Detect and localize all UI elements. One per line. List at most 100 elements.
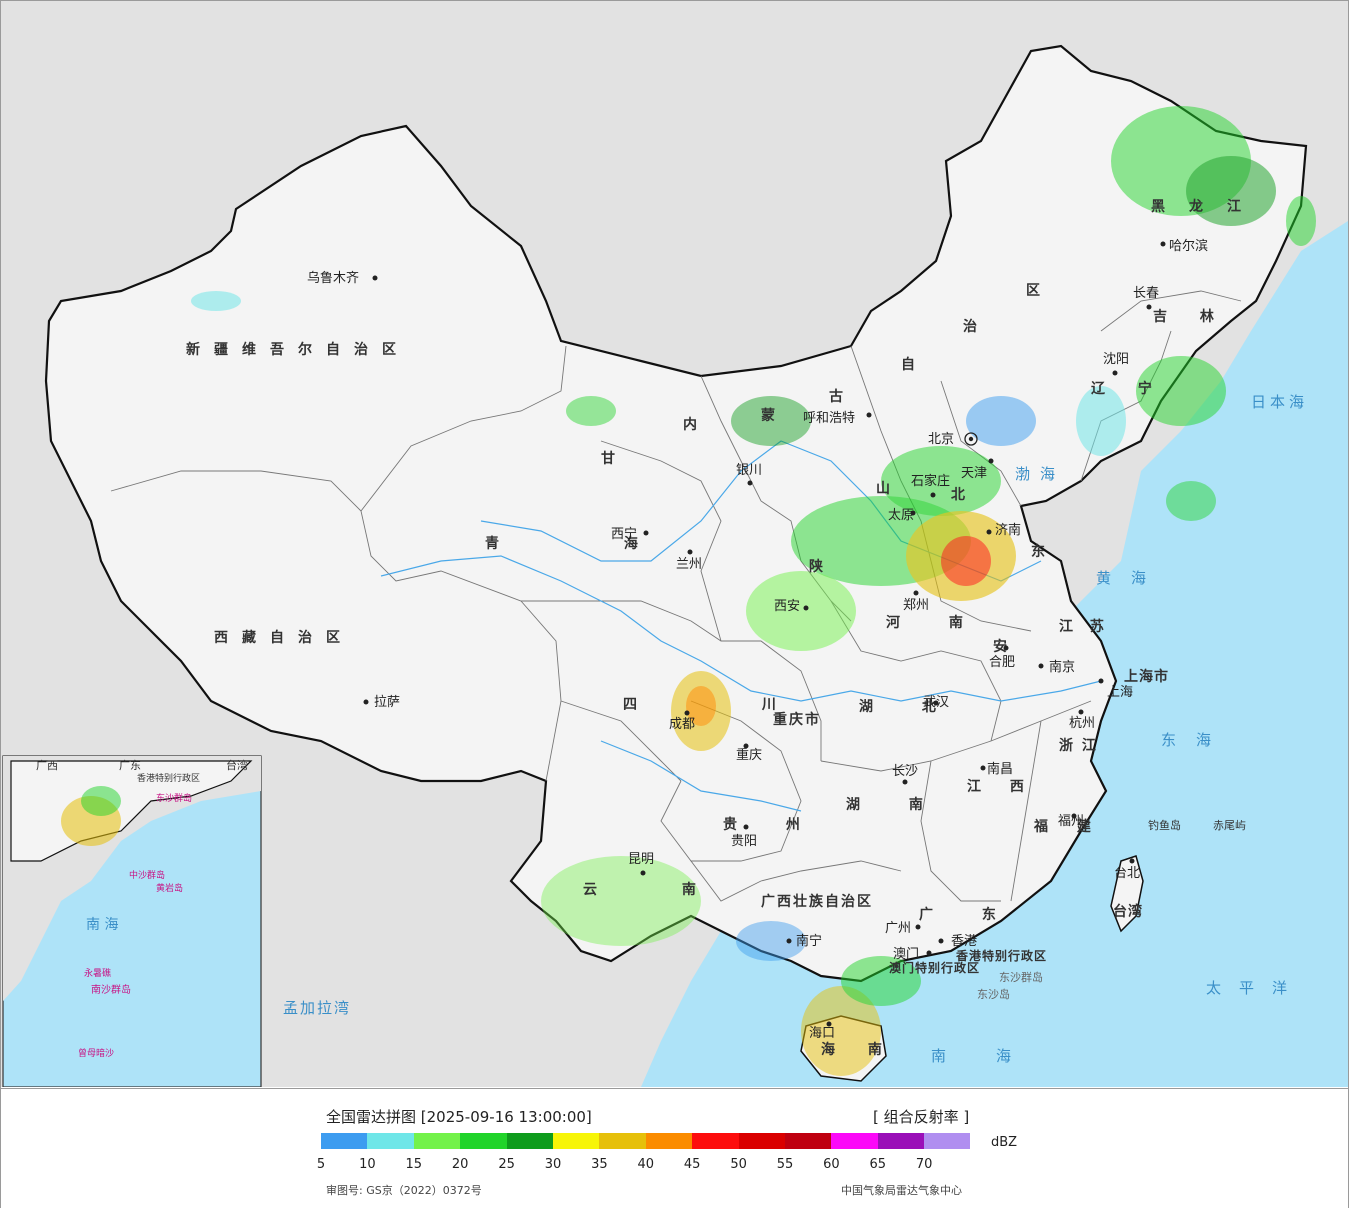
color-swatch xyxy=(738,1133,785,1149)
province-label: 河 南 xyxy=(886,614,985,631)
city-label: 福州 xyxy=(1058,814,1084,829)
color-swatch xyxy=(645,1133,693,1149)
city-label: 拉萨 xyxy=(374,695,400,710)
sea-label: 南海 xyxy=(931,1047,1061,1065)
inset-label: 东沙群岛 xyxy=(156,792,192,804)
sea-label: 黄海 xyxy=(1096,569,1166,587)
color-swatch xyxy=(877,1133,925,1149)
province-label: 吉 林 xyxy=(1153,308,1228,325)
province-borders xyxy=(110,290,1242,902)
city-label: 石家庄 xyxy=(911,473,950,489)
audit-number: 审图号: GS京（2022）0372号 xyxy=(326,1184,482,1197)
city-label: 兰州 xyxy=(676,557,702,572)
city-label: 海口 xyxy=(809,1026,835,1041)
city-label: 重庆 xyxy=(736,747,762,763)
sea-label: 孟加拉湾 xyxy=(283,999,351,1017)
scale-tick-label: 50 xyxy=(730,1157,747,1172)
province-label: 广西壮族自治区 xyxy=(761,893,873,910)
color-swatch xyxy=(367,1133,414,1149)
color-swatch xyxy=(692,1133,739,1149)
province-label: 黑龙江 xyxy=(1151,198,1265,215)
province-label: 古 xyxy=(829,388,857,405)
sea-label: 日本海 xyxy=(1251,393,1308,411)
city-label: 贵阳 xyxy=(731,834,757,849)
sea-label: 太平洋 xyxy=(1206,979,1305,997)
china-land xyxy=(44,44,1308,983)
city-label: 西安 xyxy=(774,599,800,614)
island-label: 东沙岛 xyxy=(977,987,1010,1001)
province-label: 海 南 xyxy=(821,1041,896,1058)
legend-title: 全国雷达拼图 [2025-09-16 13:00:00] xyxy=(326,1108,592,1126)
province-label: 内 xyxy=(683,416,711,433)
color-swatch xyxy=(924,1133,971,1149)
city-label: 澳门 xyxy=(893,946,919,962)
island-label: 赤尾屿 xyxy=(1213,819,1246,832)
city-label: 银川 xyxy=(736,463,762,478)
province-label: 香港特别行政区 xyxy=(955,948,1047,963)
city-label: 杭州 xyxy=(1069,716,1095,731)
province-label: 蒙 xyxy=(761,407,789,424)
province-label: 安 xyxy=(993,638,1021,655)
color-swatch xyxy=(321,1133,368,1149)
province-label: 北 xyxy=(951,487,979,503)
city-label: 南宁 xyxy=(796,933,822,949)
scale-tick-label: 30 xyxy=(544,1157,562,1172)
inset-label: 香港特别行政区 xyxy=(137,772,200,784)
inset-label: 曾母暗沙 xyxy=(78,1047,114,1059)
scale-tick-label: 70 xyxy=(915,1157,933,1172)
inset-label: 广西 xyxy=(36,759,58,772)
province-label: 自 xyxy=(901,356,929,373)
city-labels: 乌鲁木齐 拉萨 西宁 兰州 银川 呼和浩特 北京 天津 石家庄 太原 济南 郑州… xyxy=(307,238,1208,1041)
south-china-sea-inset xyxy=(2,755,262,1087)
province-label: 台湾 xyxy=(1113,903,1143,920)
scale-tick-label: 25 xyxy=(498,1157,515,1172)
city-label: 南昌 xyxy=(987,761,1013,777)
sea-label: 东海 xyxy=(1161,731,1231,749)
city-label: 乌鲁木齐 xyxy=(307,270,359,286)
color-swatch xyxy=(552,1133,600,1149)
province-label: 浙 江 xyxy=(1059,737,1098,754)
province-label: 治 xyxy=(963,318,991,335)
inset-label: 广东 xyxy=(119,759,141,772)
city-label: 哈尔滨 xyxy=(1169,238,1208,254)
city-label: 西宁 xyxy=(611,526,637,542)
inset-label: 台湾 xyxy=(226,758,248,772)
island-label: 东沙群岛 xyxy=(999,970,1043,984)
product-name: [ 组合反射率 ] xyxy=(873,1108,970,1126)
province-label: 青 海 xyxy=(485,535,698,552)
province-label: 新疆维吾尔自治区 xyxy=(186,341,410,358)
city-dots xyxy=(363,241,1166,1027)
province-label: 湖 北 xyxy=(859,699,958,715)
inset-sea-label: 南 海 xyxy=(86,917,118,933)
city-label: 成都 xyxy=(669,717,695,732)
inset-label: 黄岩岛 xyxy=(156,882,183,894)
sea-label: 渤海 xyxy=(1015,465,1065,483)
province-label: 福 建 xyxy=(1033,818,1103,835)
color-swatch xyxy=(599,1133,646,1149)
scale-tick-label: 55 xyxy=(776,1157,794,1172)
scale-tick-label: 45 xyxy=(683,1157,701,1172)
province-label: 重庆市 xyxy=(773,711,821,728)
scale-tick-label: 10 xyxy=(359,1157,376,1172)
city-label: 长春 xyxy=(1133,286,1159,301)
province-label: 澳门特别行政区 xyxy=(889,960,980,975)
city-label: 合肥 xyxy=(989,655,1015,670)
color-swatch xyxy=(460,1133,507,1149)
unit-label: dBZ xyxy=(991,1135,1018,1150)
city-label: 济南 xyxy=(995,522,1021,538)
inset-label: 南沙群岛 xyxy=(91,983,131,996)
scale-tick-label: 40 xyxy=(637,1157,655,1172)
beijing-capital-marker xyxy=(964,432,978,446)
color-scale-bar xyxy=(321,1133,971,1149)
province-label: 广 东 xyxy=(919,906,1018,923)
color-swatch xyxy=(831,1133,878,1149)
province-label: 江 西 xyxy=(967,778,1036,795)
hainan-island xyxy=(800,1015,887,1082)
province-label: 西藏自治区 xyxy=(214,629,354,646)
province-label: 贵 州 xyxy=(723,816,822,833)
province-label: 辽 宁 xyxy=(1091,380,1166,397)
scale-tick-label: 20 xyxy=(451,1157,469,1172)
city-label: 太原 xyxy=(888,508,914,523)
island-labels: 钓鱼岛 赤尾屿 东沙群岛 东沙岛 xyxy=(977,818,1246,1001)
